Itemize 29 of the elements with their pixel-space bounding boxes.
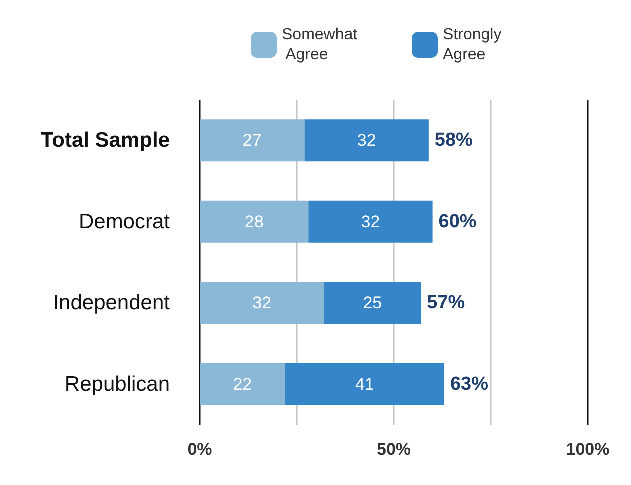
- y-tick-label: Independent: [53, 292, 170, 315]
- total-label: 60%: [438, 211, 477, 232]
- data-label: 25: [363, 294, 382, 313]
- x-tick-label: 100%: [566, 440, 610, 459]
- data-label: 32: [252, 294, 272, 313]
- x-tick-label: 0%: [188, 440, 212, 459]
- y-tick-label: Total Sample: [40, 129, 170, 152]
- bar: [200, 120, 305, 162]
- bar: [304, 120, 429, 162]
- bar: [285, 363, 444, 406]
- data-label: 32: [361, 212, 380, 232]
- legend-label: Strongly Agree: [443, 26, 506, 64]
- total-label: 58%: [434, 130, 474, 152]
- legend-label: Somewhat Agree: [282, 26, 358, 64]
- data-label: 22: [233, 374, 252, 394]
- data-label: 27: [242, 131, 262, 150]
- y-tick-label: Democrat: [78, 210, 170, 234]
- data-label: 32: [357, 131, 376, 150]
- data-label: 28: [244, 212, 264, 232]
- total-label: 63%: [450, 374, 489, 395]
- bar: [200, 282, 324, 324]
- bar: [200, 200, 309, 243]
- x-tick-label: 50%: [376, 440, 412, 459]
- y-tick-label: Republican: [64, 372, 170, 396]
- bar: [308, 200, 433, 243]
- bar: [200, 363, 286, 406]
- bar: [324, 282, 422, 324]
- total-label: 57%: [427, 292, 466, 314]
- data-label: 41: [355, 374, 374, 394]
